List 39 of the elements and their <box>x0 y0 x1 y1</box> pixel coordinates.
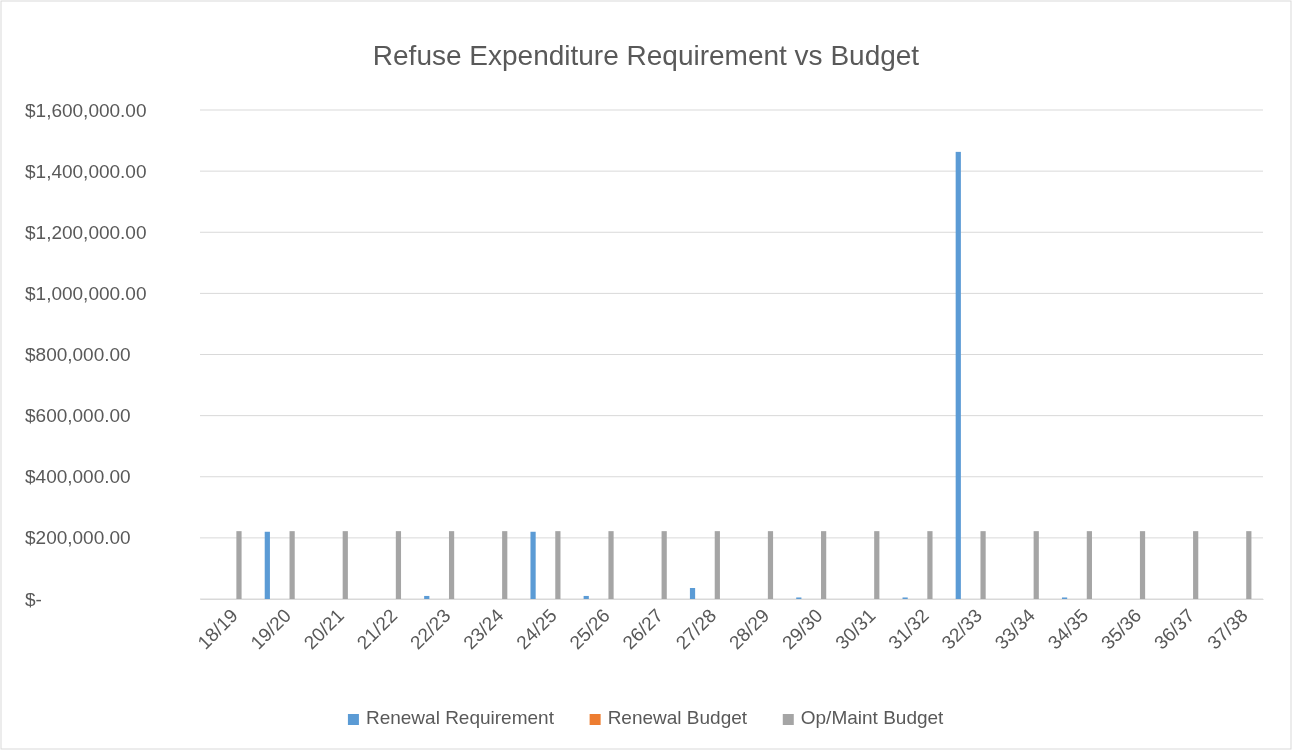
bar <box>821 531 827 599</box>
bar <box>955 151 961 599</box>
bar <box>530 531 536 599</box>
y-tick-label: $1,400,000.00 <box>25 160 147 182</box>
y-tick-label: $1,000,000.00 <box>25 282 147 304</box>
bar <box>395 531 402 599</box>
bar <box>980 531 986 599</box>
bar <box>1246 531 1252 599</box>
bar <box>1139 531 1146 599</box>
bar <box>1193 531 1199 599</box>
bar <box>689 588 696 599</box>
bar <box>448 531 455 599</box>
bar <box>342 531 348 599</box>
y-tick-label: $600,000.00 <box>25 405 131 427</box>
bar <box>289 531 295 599</box>
bar <box>1086 531 1092 599</box>
bar <box>767 531 774 599</box>
legend-label: Op/Maint Budget <box>800 707 945 728</box>
bar <box>555 531 561 599</box>
y-tick-label: $400,000.00 <box>25 466 131 488</box>
bar <box>661 531 667 599</box>
bar <box>424 595 430 599</box>
bar <box>264 531 270 599</box>
bar <box>714 531 720 599</box>
legend-label: Renewal Requirement <box>365 707 555 728</box>
y-tick-label: $200,000.00 <box>25 527 131 549</box>
bar <box>236 531 242 599</box>
bar <box>583 595 589 599</box>
bar <box>502 531 508 599</box>
bar <box>1033 531 1039 599</box>
bar <box>927 531 933 599</box>
chart-title: Refuse Expenditure Requirement vs Budget <box>372 40 920 71</box>
y-tick-label: $800,000.00 <box>25 344 131 366</box>
legend-label: Renewal Budget <box>607 707 748 728</box>
bar <box>608 531 614 599</box>
y-tick-label: $1,600,000.00 <box>25 99 147 121</box>
bar <box>874 531 880 599</box>
y-tick-label: $1,200,000.00 <box>25 221 147 243</box>
y-tick-label: $- <box>25 588 42 610</box>
